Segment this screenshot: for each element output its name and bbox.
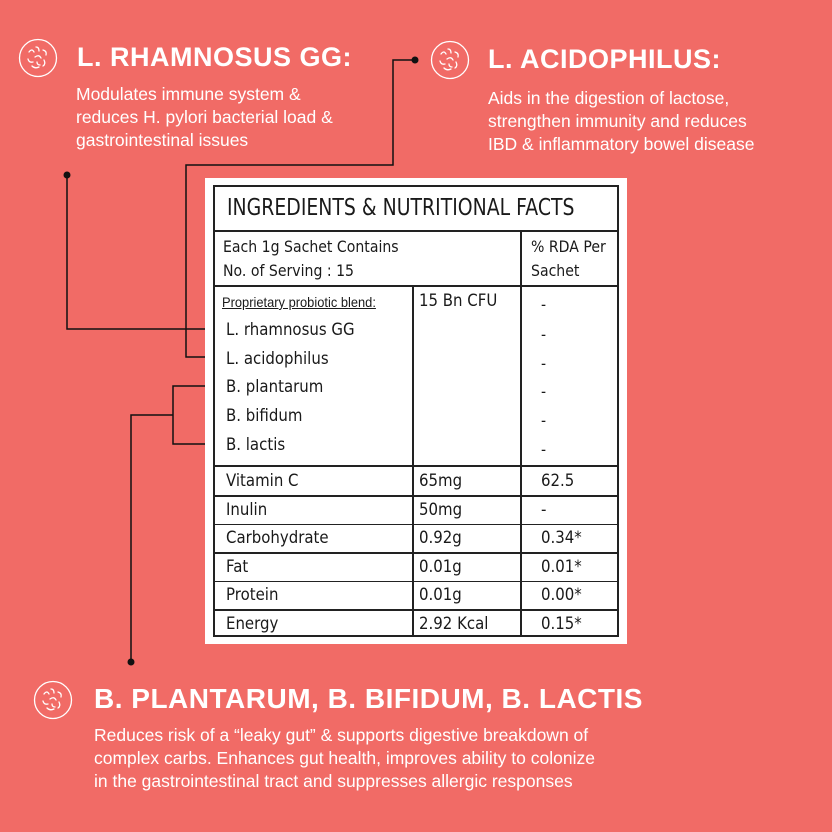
row-rda: - — [541, 499, 547, 520]
row-name: Vitamin C — [226, 471, 299, 491]
row-name: Carbohydrate — [226, 528, 329, 549]
strain-rda: - — [541, 411, 547, 431]
strain-name: B. plantarum — [226, 377, 324, 398]
row-amount: 0.01g — [419, 556, 462, 577]
strain-name: B. lactis — [226, 434, 286, 455]
callout-text-acidophilus: Aids in the digestion of lactose, strengt… — [488, 87, 755, 156]
strain-name: L. acidophilus — [226, 348, 329, 369]
row-rda: 0.01* — [541, 556, 582, 577]
blend-label: Proprietary probiotic blend: — [222, 294, 376, 310]
callout-title-rhamnosus: L. RHAMNOSUS GG: — [77, 42, 352, 72]
blend-rda: - — [541, 295, 547, 314]
text-line: IBD & inflammatory bowel disease — [488, 134, 755, 154]
text-line: complex carbs. Enhances gut health, impr… — [94, 748, 595, 768]
text-line: reduces H. pylori bacterial load & — [76, 107, 333, 127]
table-title: INGREDIENTS & NUTRITIONAL FACTS — [227, 195, 575, 221]
strain-rda: - — [541, 325, 547, 344]
callout-text-bifido: Reduces risk of a “leaky gut” & supports… — [94, 724, 595, 793]
text-line: Aids in the digestion of lactose, — [488, 88, 730, 108]
strain-rda: - — [541, 382, 547, 402]
strain-rda: - — [541, 353, 547, 373]
row-amount: 0.01g — [419, 585, 462, 606]
text-line: strengthen immunity and reduces — [488, 111, 747, 131]
bacteria-icon — [18, 38, 58, 78]
callout-text-rhamnosus: Modulates immune system & reduces H. pylo… — [76, 83, 333, 152]
strain-name: B. bifidum — [226, 406, 303, 427]
row-rda: 62.5 — [541, 471, 575, 491]
strain-rda: - — [541, 439, 547, 459]
row-amount: 0.92g — [419, 528, 462, 549]
header-right-1: % RDA Per — [531, 237, 606, 256]
strain-name: L. rhamnosus GG — [226, 320, 355, 340]
bacteria-icon — [430, 40, 470, 80]
row-amount: 65mg — [419, 471, 463, 491]
row-rda: 0.34* — [541, 528, 582, 549]
header-left-1: Each 1g Sachet Contains — [223, 237, 399, 256]
nutrition-facts-card: INGREDIENTS & NUTRITIONAL FACTS Each 1g … — [205, 178, 627, 644]
header-left-2: No. of Serving : 15 — [223, 261, 355, 280]
row-name: Fat — [226, 556, 249, 577]
nutrition-table: INGREDIENTS & NUTRITIONAL FACTS Each 1g … — [213, 185, 619, 637]
text-line: in the gastrointestinal tract and suppre… — [94, 771, 573, 791]
callout-title-bifido: B. PLANTARUM, B. BIFIDUM, B. LACTIS — [94, 683, 643, 714]
row-name: Protein — [226, 585, 279, 606]
text-line: Modulates immune system & — [76, 84, 301, 104]
blend-amount: 15 Bn CFU — [419, 291, 498, 311]
text-line: gastrointestinal issues — [76, 130, 249, 150]
row-name: Energy — [226, 614, 279, 634]
row-amount: 2.92 Kcal — [419, 614, 489, 634]
row-rda: 0.15* — [541, 614, 582, 634]
row-amount: 50mg — [419, 499, 463, 520]
header-right-2: Sachet — [531, 261, 580, 280]
callout-title-acidophilus: L. ACIDOPHILUS: — [488, 44, 721, 74]
row-name: Inulin — [226, 499, 268, 520]
text-line: Reduces risk of a “leaky gut” & supports… — [94, 725, 589, 745]
row-rda: 0.00* — [541, 585, 582, 606]
bacteria-icon — [33, 680, 73, 720]
